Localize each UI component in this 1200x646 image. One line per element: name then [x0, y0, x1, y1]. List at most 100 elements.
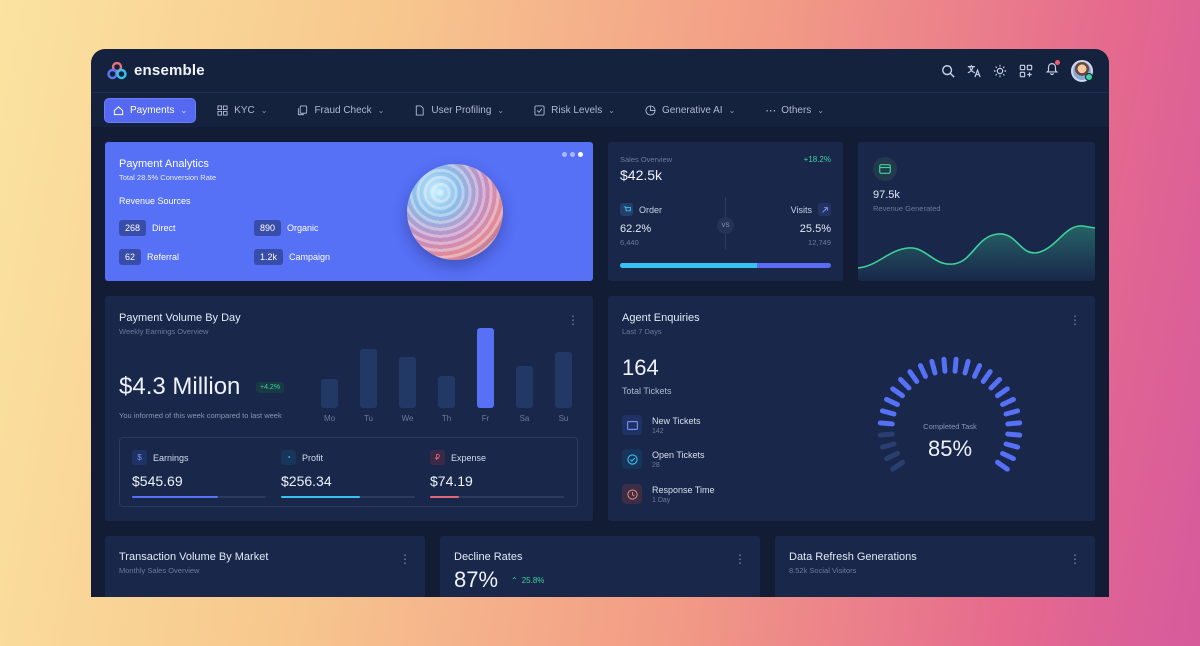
source-label: Direct: [152, 223, 176, 233]
notification-button[interactable]: [1045, 60, 1060, 80]
nav-others[interactable]: ⋯ Others ⌄: [757, 98, 832, 123]
more-vertical-icon[interactable]: ⋮: [1069, 313, 1081, 327]
gauge-segment: [962, 358, 971, 376]
card-title: Data Refresh Generations: [789, 551, 917, 563]
bar-we[interactable]: [399, 356, 416, 408]
pager-dot[interactable]: [562, 152, 567, 157]
visits-count: 12,749: [808, 238, 831, 247]
app-window: ensemble Payments ⌄ KYC ⌄ Fraud: [91, 49, 1109, 597]
metric-label: Expense: [451, 452, 487, 463]
nav-risk-levels[interactable]: Risk Levels ⌄: [526, 99, 623, 122]
volume-value: $4.3 Million: [119, 373, 241, 400]
revenue-source-direct: 268 Direct: [119, 220, 176, 236]
bar-fr[interactable]: [477, 328, 494, 408]
link-icon: [818, 203, 831, 216]
visits-label: Visits: [790, 204, 812, 215]
nav-label: Risk Levels: [551, 104, 603, 116]
order-visits-progress: [620, 263, 831, 268]
metric-progress-fill: [132, 496, 218, 498]
source-value: 62: [119, 249, 142, 265]
enquiry-value: 142: [652, 427, 664, 435]
more-vertical-icon[interactable]: ⋮: [734, 552, 746, 566]
check-square-icon: [534, 104, 545, 116]
enquiry-value: 28: [652, 461, 660, 469]
bar-tu[interactable]: [360, 348, 377, 408]
top-bar: ensemble: [91, 49, 1109, 93]
sun-icon[interactable]: [993, 64, 1007, 78]
sales-value: $42.5k: [620, 167, 663, 183]
nav-label: User Profiling: [431, 104, 492, 116]
revenue-source-organic: 890 Organic: [254, 220, 319, 236]
credit-card-icon: [873, 157, 897, 181]
dashboard-content: Payment Analytics Total 28.5% Conversion…: [91, 127, 1109, 597]
carousel-pager[interactable]: [562, 152, 583, 157]
dollar-icon: $: [132, 450, 147, 465]
decline-change: ⌃ 25.8%: [511, 576, 544, 585]
bar-mo[interactable]: [321, 379, 338, 408]
completed-task-gauge: [877, 356, 1023, 472]
nav-user-profiling[interactable]: User Profiling ⌄: [406, 99, 512, 122]
payment-analytics-card: Payment Analytics Total 28.5% Conversion…: [105, 142, 593, 281]
metric-value: $256.34: [281, 473, 332, 489]
chevron-down-icon: ⌄: [817, 105, 824, 115]
metric-earnings: $ Earnings $545.69: [132, 450, 266, 498]
enquiry-label: Response Time: [652, 484, 715, 495]
day-label: Fr: [481, 414, 490, 423]
pager-dot-active[interactable]: [578, 152, 583, 157]
nav-generative-ai[interactable]: Generative AI ⌄: [637, 99, 743, 122]
brand[interactable]: ensemble: [107, 61, 205, 80]
revenue-label: Revenue Generated: [873, 204, 941, 213]
enquiry-response-time: Response Time 1 Day: [622, 484, 715, 504]
arrow-up-icon: ⌃: [511, 576, 518, 585]
gauge-segment: [941, 356, 948, 374]
gauge-segment: [877, 431, 895, 438]
metric-profit: ◔ Profit $256.34: [281, 450, 415, 498]
nav-label: Fraud Check: [314, 104, 372, 116]
revenue-card: 97.5k Revenue Generated: [858, 142, 1095, 281]
day-label: Sa: [519, 414, 530, 423]
card-title: Decline Rates: [454, 551, 523, 563]
bar-sa[interactable]: [516, 366, 533, 408]
more-vertical-icon[interactable]: ⋮: [399, 552, 411, 566]
avatar[interactable]: [1071, 59, 1093, 82]
enquiry-open-tickets: Open Tickets 28: [622, 449, 705, 469]
translate-icon[interactable]: [967, 64, 981, 78]
metric-label: Profit: [302, 452, 324, 463]
more-vertical-icon[interactable]: ⋮: [567, 313, 579, 327]
more-vertical-icon[interactable]: ⋮: [1069, 552, 1081, 566]
check-circle-icon: [622, 449, 642, 469]
gauge-segment: [952, 356, 959, 374]
card-subtitle: Weekly Earnings Overview: [119, 327, 209, 336]
pie-icon: [645, 104, 656, 116]
card-title: Payment Volume By Day: [119, 312, 241, 324]
brand-name: ensemble: [134, 62, 205, 79]
gauge-segment: [980, 369, 993, 384]
card-title: Transaction Volume By Market: [119, 551, 269, 563]
nav-payments[interactable]: Payments ⌄: [105, 98, 196, 122]
nav-kyc[interactable]: KYC ⌄: [209, 99, 275, 122]
logo-icon: [107, 61, 127, 79]
nav-fraud-check[interactable]: Fraud Check ⌄: [289, 99, 392, 122]
gauge-segment: [907, 369, 920, 384]
apps-icon[interactable]: [1019, 64, 1033, 78]
bar-su[interactable]: [555, 352, 572, 408]
bar-th[interactable]: [438, 376, 455, 408]
enquiry-label: Open Tickets: [652, 449, 705, 460]
source-label: Campaign: [289, 252, 331, 262]
vs-badge: VS: [717, 217, 734, 234]
source-value: 268: [119, 220, 147, 236]
chevron-down-icon: ⌄: [180, 105, 188, 115]
volume-note: You informed of this week compared to la…: [119, 411, 282, 420]
main-nav: Payments ⌄ KYC ⌄ Fraud Check ⌄ User Prof…: [91, 93, 1109, 127]
agent-enquiries-card: Agent Enquiries Last 7 Days ⋮ 164 Total …: [608, 296, 1095, 521]
day-label: We: [401, 414, 414, 423]
card-subtitle: 8.52k Social Visitors: [789, 566, 857, 575]
enquiry-value: 1 Day: [652, 496, 671, 504]
search-icon[interactable]: [941, 64, 955, 78]
gauge-label: Completed Task: [923, 422, 977, 431]
order-percent: 62.2%: [620, 223, 652, 235]
weekly-bar-chart: Mo Tu We Th Fr Sa Su: [321, 326, 577, 423]
gauge-segment: [1005, 431, 1023, 438]
metric-expense: ₽ Expense $74.19: [430, 450, 564, 498]
pager-dot[interactable]: [570, 152, 575, 157]
